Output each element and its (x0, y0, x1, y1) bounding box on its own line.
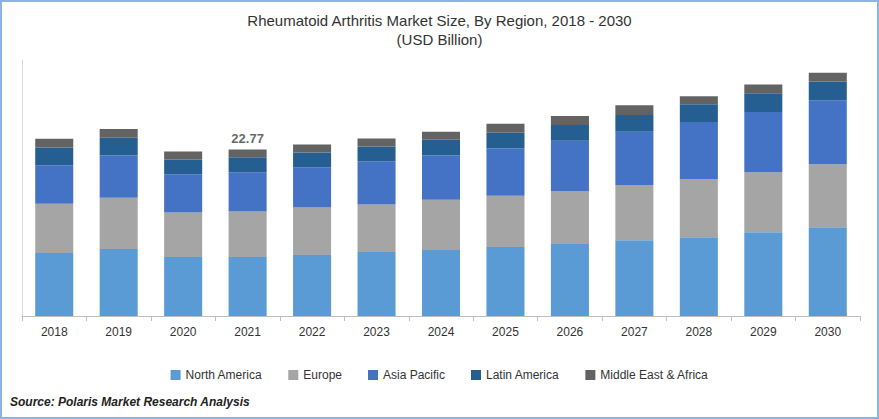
svg-text:(USD Billion): (USD Billion) (397, 31, 483, 48)
svg-text:2024: 2024 (428, 325, 455, 339)
svg-text:22.77: 22.77 (231, 131, 264, 146)
svg-text:North America: North America (186, 368, 262, 382)
svg-text:2026: 2026 (557, 325, 584, 339)
svg-text:2022: 2022 (299, 325, 326, 339)
svg-text:2028: 2028 (685, 325, 712, 339)
svg-text:Asia Pacific: Asia Pacific (383, 368, 445, 382)
svg-text:2020: 2020 (170, 325, 197, 339)
svg-text:Source: Polaris Market Researc: Source: Polaris Market Research Analysis (10, 395, 250, 409)
svg-text:2019: 2019 (105, 325, 132, 339)
svg-text:2025: 2025 (492, 325, 519, 339)
svg-text:Middle East & Africa: Middle East & Africa (600, 368, 708, 382)
svg-text:Latin America: Latin America (486, 368, 559, 382)
svg-text:Rheumatoid Arthritis Market Si: Rheumatoid Arthritis Market Size, By Reg… (247, 12, 631, 29)
svg-text:2021: 2021 (234, 325, 261, 339)
svg-text:Europe: Europe (303, 368, 342, 382)
svg-text:2018: 2018 (41, 325, 68, 339)
svg-text:2027: 2027 (621, 325, 648, 339)
svg-text:2023: 2023 (363, 325, 390, 339)
svg-text:2029: 2029 (750, 325, 777, 339)
svg-text:2030: 2030 (814, 325, 841, 339)
